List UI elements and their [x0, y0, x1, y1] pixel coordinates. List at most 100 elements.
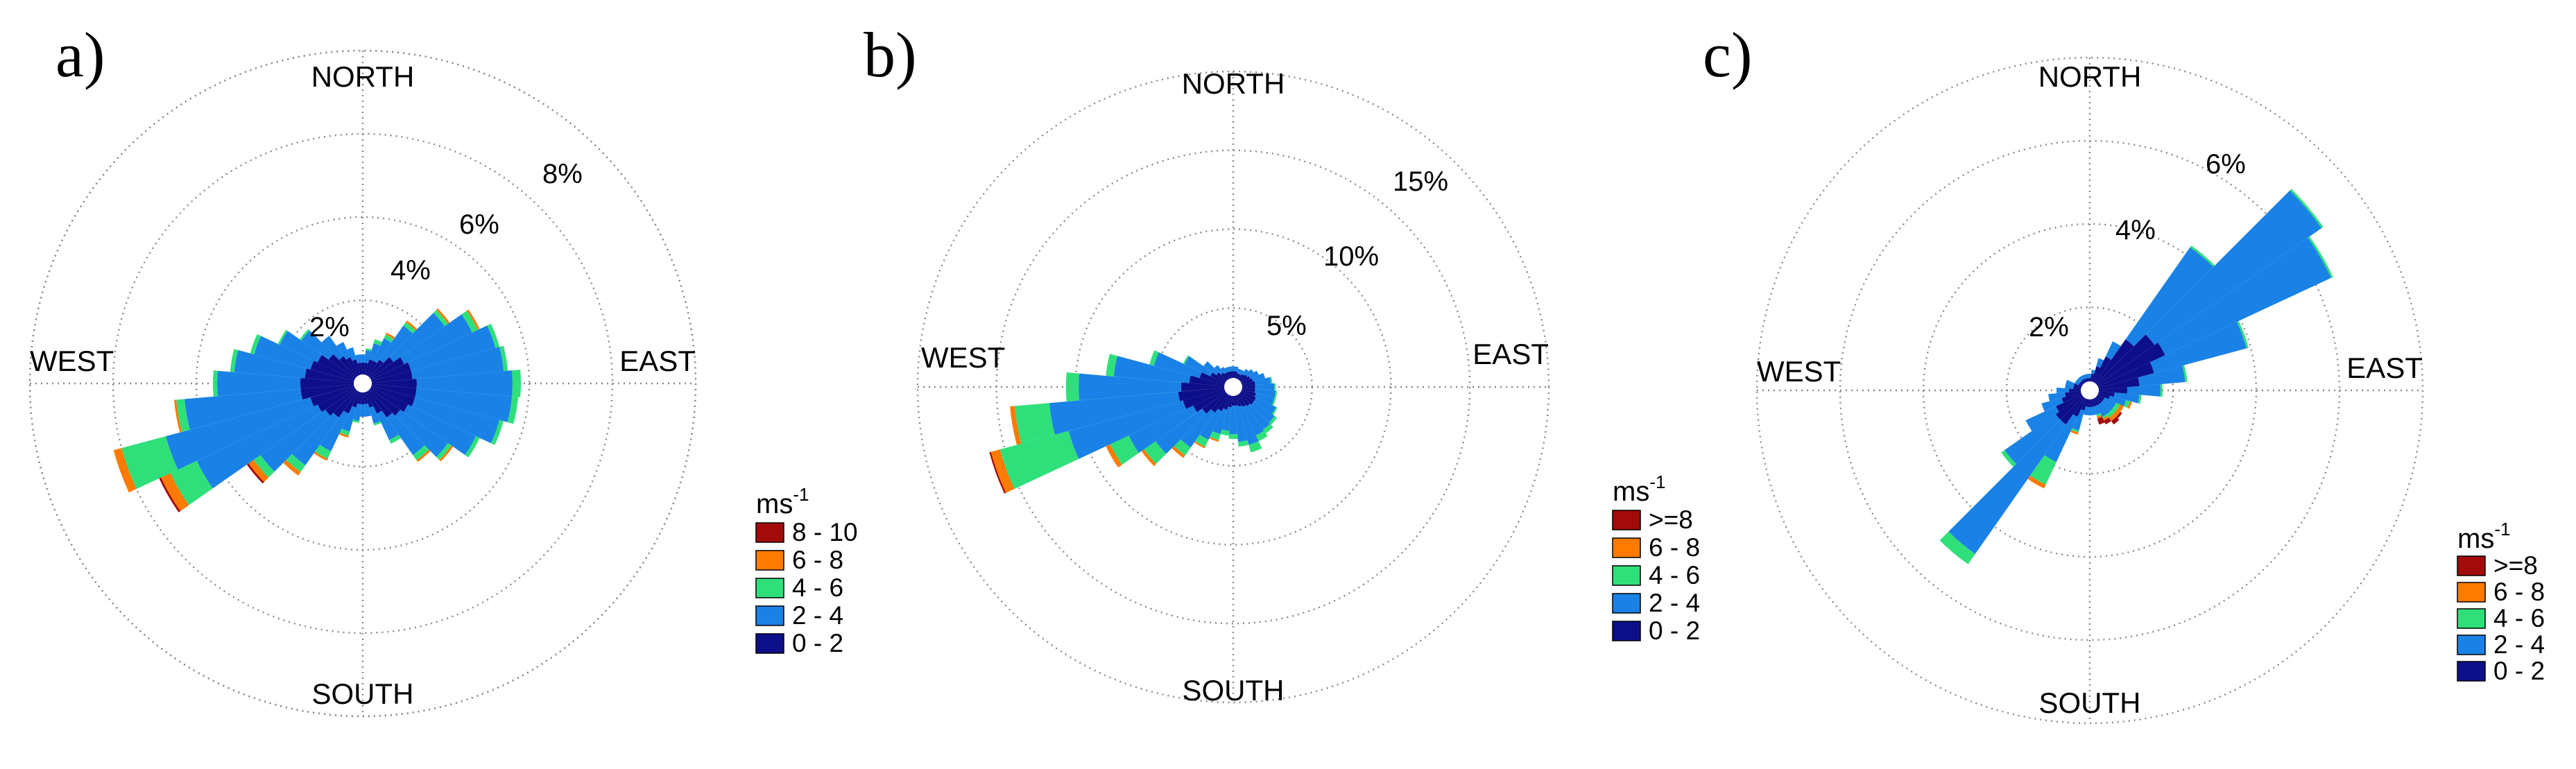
polar-grid-a: [28, 49, 697, 718]
bar-segment-100deg-bin1: [415, 388, 513, 422]
bar-segment-160deg-bin3: [2097, 415, 2102, 419]
bar-segment-330deg-bin1: [1220, 367, 1227, 374]
bar-segment-240deg-bin2: [170, 460, 213, 506]
legend-unit-a: ms-1: [756, 484, 809, 519]
ring-label-c-4: 4%: [2115, 215, 2156, 245]
bar-segment-230deg-bin3: [248, 460, 269, 483]
bar-segment-200deg-bin1: [341, 406, 357, 432]
bar-segment-270deg-bin1: [2056, 387, 2070, 394]
bar-segment-50deg-bin2: [433, 309, 448, 327]
bar-segment-140deg-bin3: [2109, 413, 2117, 422]
bar-segment-70deg-bin0: [2090, 362, 2154, 390]
bar-segment-110deg-bin1: [411, 397, 500, 444]
bar-segment-40deg-bin1: [379, 325, 413, 363]
bar-segment-90deg-bin2: [512, 370, 521, 397]
legend-swatch: [755, 522, 784, 543]
bar-segment-40deg-bin3: [405, 320, 418, 331]
bar-segment-230deg-bin1: [2004, 414, 2061, 465]
wind-bars-b: [989, 350, 1278, 494]
bar-segment-280deg-bin0: [1189, 375, 1233, 387]
bar-segment-160deg-bin2: [2096, 413, 2102, 417]
bar-segment-0deg-bin0: [361, 363, 365, 383]
bar-segment-0deg-bin1: [1231, 366, 1235, 372]
bar-segment-140deg-bin1: [1246, 404, 1271, 430]
bar-segment-310deg-bin0: [328, 354, 363, 383]
bar-segment-240deg-bin0: [2056, 390, 2090, 412]
legend-swatch: [755, 578, 784, 598]
bar-segment-350deg-bin1: [355, 354, 361, 364]
bar-segment-150deg-bin2: [2102, 414, 2108, 419]
bar-segment-40deg-bin1: [1242, 368, 1249, 376]
bar-segment-10deg-bin1: [1234, 366, 1239, 372]
label-west-a: WEST: [30, 345, 114, 377]
bar-segment-200deg-bin2: [340, 429, 350, 436]
bar-segment-80deg-bin1: [411, 347, 504, 379]
bar-segment-170deg-bin1: [364, 403, 372, 417]
bar-segment-220deg-bin0: [333, 383, 363, 418]
bar-segment-100deg-bin2: [507, 396, 519, 424]
bar-segment-130deg-bin2: [1269, 415, 1278, 425]
legend-swatch: [1612, 593, 1641, 614]
bar-segment-270deg-bin0: [2069, 388, 2090, 392]
bar-segment-200deg-bin2: [2071, 428, 2079, 433]
bar-segment-20deg-bin1: [2096, 358, 2104, 368]
label-east-b: EAST: [1472, 338, 1549, 370]
polar-grid-b: [916, 70, 1550, 704]
bar-segment-120deg-bin1: [2103, 397, 2117, 408]
legend-label: 4 - 6: [1649, 561, 1700, 589]
legend-swatch: [755, 550, 784, 571]
bar-segment-130deg-bin3: [439, 445, 454, 462]
bar-segment-60deg-bin1: [400, 314, 472, 365]
bar-segment-50deg-bin3: [436, 308, 450, 324]
bar-segment-320deg-bin1: [321, 336, 344, 361]
bar-segment-170deg-bin2: [1237, 440, 1249, 447]
bar-segment-260deg-bin0: [300, 383, 363, 400]
legend-label: 6 - 8: [2493, 578, 2545, 606]
bar-segment-340deg-bin1: [1224, 367, 1230, 373]
bar-segment-350deg-bin1: [1228, 366, 1233, 372]
bar-segment-240deg-bin2: [1110, 435, 1139, 465]
bar-segment-140deg-bin4: [2111, 417, 2120, 425]
bar-segment-30deg-bin2: [384, 334, 394, 343]
bar-segment-260deg-bin1: [184, 388, 303, 430]
bar-segment-300deg-bin1: [280, 331, 323, 363]
legend-swatch: [1612, 565, 1641, 586]
bar-segment-50deg-bin1: [1245, 369, 1254, 377]
bar-segment-200deg-bin3: [1209, 437, 1219, 442]
bar-segment-100deg-bin1: [2113, 392, 2140, 404]
bar-segment-290deg-bin1: [2066, 379, 2075, 386]
legend-a: ms-1 8 - 106 - 84 - 62 - 40 - 2: [755, 484, 858, 657]
bar-segment-240deg-bin3: [161, 473, 189, 512]
grid-ring-outer: [916, 70, 1550, 704]
bar-segment-130deg-bin2: [2110, 407, 2118, 414]
bar-segment-210deg-bin3: [1194, 441, 1205, 449]
bar-segment-70deg-bin2: [487, 323, 500, 348]
legend-label: 6 - 8: [1649, 533, 1700, 562]
bar-segment-180deg-bin1: [2087, 406, 2093, 416]
bar-segment-260deg-bin2: [176, 399, 190, 432]
bar-segment-260deg-bin1: [1049, 391, 1180, 435]
bar-segment-230deg-bin2: [1144, 441, 1167, 464]
bar-segment-320deg-bin1: [1214, 365, 1223, 375]
legend-swatch: [755, 633, 784, 654]
bar-segment-10deg-bin2: [366, 348, 372, 352]
bar-segment-140deg-bin3: [416, 449, 431, 463]
bar-segment-20deg-bin2: [373, 339, 382, 346]
bar-segment-230deg-bin0: [325, 383, 363, 416]
bar-segment-160deg-bin4: [2097, 417, 2105, 425]
bar-segment-110deg-bin1: [1254, 392, 1275, 405]
bar-segment-130deg-bin4: [2116, 411, 2122, 419]
bar-segment-250deg-bin2: [999, 431, 1079, 490]
bar-segment-180deg-bin2: [1228, 433, 1238, 440]
bar-segment-160deg-bin2: [373, 421, 381, 426]
ring-label-b-5: 5%: [1266, 311, 1307, 341]
panel-label-c: c): [1703, 19, 1752, 90]
legend-c: ms-1 >=86 - 84 - 62 - 40 - 2: [2457, 519, 2545, 685]
bar-segment-190deg-bin1: [353, 403, 361, 421]
bar-segment-270deg-bin2: [1065, 372, 1079, 402]
bar-segment-160deg-bin1: [369, 406, 381, 424]
ring-label-a-4: 4%: [390, 255, 431, 286]
bar-segment-60deg-bin1: [1248, 370, 1260, 379]
bar-segment-290deg-bin0: [310, 361, 363, 383]
bar-segment-220deg-bin2: [286, 453, 306, 472]
